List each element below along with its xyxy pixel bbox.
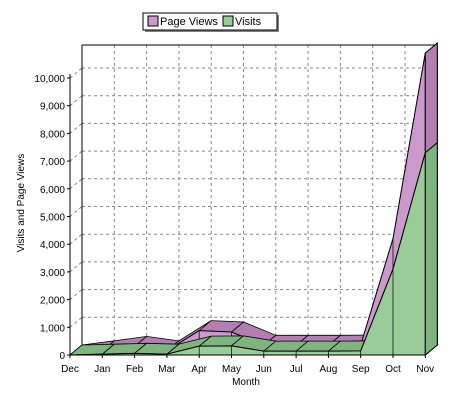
x-tick-label: Oct — [385, 364, 401, 375]
x-tick-label: Apr — [191, 364, 207, 375]
grid-line-diagonal — [69, 150, 83, 162]
x-tick-label: Jul — [290, 364, 303, 375]
y-tick-label: 5,000 — [40, 213, 65, 224]
y-tick-label: 7,000 — [40, 157, 65, 168]
grid-line-diagonal — [69, 233, 83, 245]
grid-line-diagonal — [69, 316, 83, 328]
grid-line-diagonal — [69, 178, 83, 190]
x-axis-title: Month — [232, 377, 260, 388]
legend-label-visits: Visits — [235, 16, 262, 28]
x-tick-label: Feb — [126, 364, 144, 375]
y-axis-title: Visits and Page Views — [16, 154, 27, 253]
x-tick-label: Mar — [158, 364, 176, 375]
x-tick-label: Jun — [256, 364, 272, 375]
x-tick-label: Aug — [320, 364, 338, 375]
grid-line-diagonal — [69, 261, 83, 273]
x-tick-labels: Dec Jan Feb Mar Apr May Jun Jul Aug Sep Oct Nov — [61, 355, 434, 375]
y-tick-label: 10,000 — [34, 74, 65, 85]
x-tick-label: Dec — [61, 364, 79, 375]
x-tick-label: Sep — [352, 364, 370, 375]
y-tick-label: 8,000 — [40, 129, 65, 140]
y-tick-label: 6,000 — [40, 185, 65, 196]
axes — [69, 74, 426, 356]
y-tick-labels: 0 1,000 2,000 3,000 4,000 5,000 6,000 7,000 8,00… — [34, 74, 70, 362]
legend-label-page-views: Page Views — [160, 16, 218, 28]
legend-swatch-visits — [222, 15, 234, 27]
x-tick-label: Nov — [416, 364, 434, 375]
page-views-area-side-face — [424, 42, 438, 154]
grid-line-diagonal — [69, 206, 83, 217]
x-tick-label: Jan — [94, 364, 110, 375]
y-tick-label: 1,000 — [40, 323, 65, 334]
legend-box — [142, 12, 278, 31]
grid-line-diagonal — [69, 289, 83, 300]
visits-area-side-face — [424, 141, 438, 357]
grid-line-diagonal — [69, 123, 83, 134]
y-tick-label: 9,000 — [40, 102, 65, 113]
legend: Page Views Visits — [142, 12, 279, 32]
legend-swatch-page-views — [147, 15, 159, 27]
y-tick-label: 2,000 — [40, 296, 65, 307]
grid-line-diagonal — [69, 95, 83, 107]
y-tick-label: 0 — [59, 351, 65, 362]
y-tick-label: 3,000 — [40, 268, 65, 279]
grid-line-diagonal — [69, 67, 83, 79]
y-tick-label: 4,000 — [40, 240, 65, 251]
series-areas — [68, 42, 439, 357]
x-tick-label: May — [222, 364, 241, 375]
